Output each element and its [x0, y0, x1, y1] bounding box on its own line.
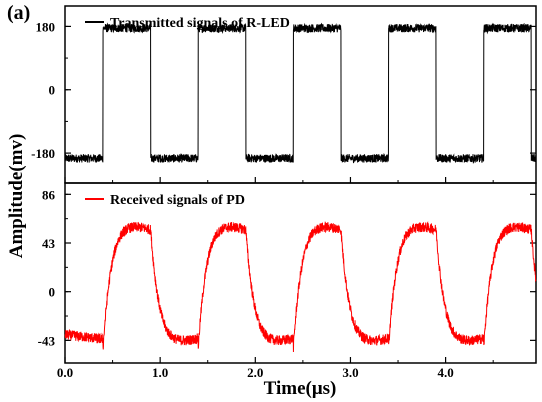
x-tick-label: 2.0 — [247, 365, 263, 380]
y-axis-title: Amplitude(mv) — [6, 134, 27, 259]
top-panel: 180 0 -180 Transmitted signals of R-LED — [31, 5, 537, 184]
top-y-tick-label: 0 — [49, 83, 56, 98]
x-axis-title: Time(μs) — [264, 378, 337, 399]
x-tick-label: 1.0 — [152, 365, 168, 380]
x-tick-label: 4.0 — [437, 365, 453, 380]
top-legend-label: Transmitted signals of R-LED — [110, 16, 290, 31]
received-signal-line — [64, 221, 537, 353]
bottom-legend-label: Received signals of PD — [110, 193, 245, 208]
panel-label: (a) — [7, 2, 30, 24]
bottom-y-ticks: 86 43 0 -43 — [38, 187, 536, 348]
x-tick-label: 0.0 — [57, 365, 73, 380]
bottom-y-tick-label: 0 — [49, 285, 56, 300]
bottom-y-tick-label: 86 — [42, 187, 56, 202]
transmitted-signal-line — [64, 22, 537, 164]
top-y-tick-label: 180 — [36, 19, 56, 34]
bottom-plot-frame — [64, 182, 537, 364]
bottom-y-tick-label: 43 — [42, 236, 56, 251]
x-axis-ticks: 0.0 1.0 2.0 3.0 4.0 — [57, 177, 494, 380]
top-y-tick-label: -180 — [31, 146, 55, 161]
top-y-ticks: 180 0 -180 — [31, 19, 536, 161]
bottom-panel: 86 43 0 -43 Received signals of PD — [38, 182, 537, 364]
bottom-y-tick-label: -43 — [38, 333, 56, 348]
x-tick-label: 3.0 — [342, 365, 358, 380]
